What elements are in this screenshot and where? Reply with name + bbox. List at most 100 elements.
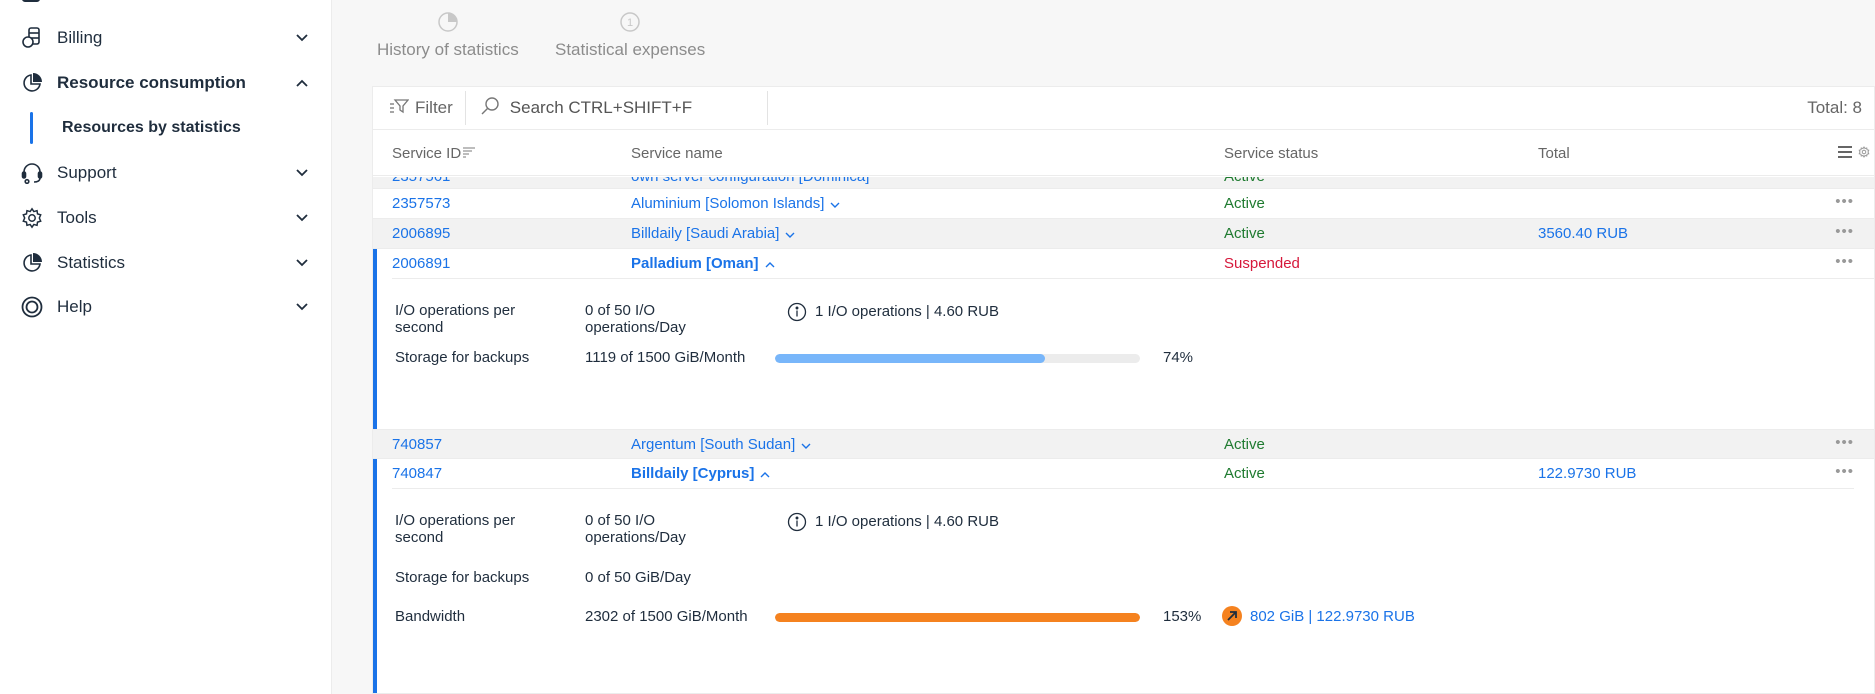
column-label: Service ID — [392, 144, 462, 162]
filter-label: Filter — [415, 98, 453, 117]
column-header-service-status[interactable]: Service status — [1224, 144, 1319, 162]
chevron-down-icon — [294, 255, 310, 271]
detail-value: 1119 of 1500 GiB/Month — [585, 349, 746, 366]
service-name: Aluminium [Solomon Islands] — [631, 195, 840, 212]
collapse-chevron-up-icon[interactable] — [760, 465, 770, 482]
progress-fill — [775, 613, 1140, 622]
service-name-link[interactable]: Billdaily [Saudi Arabia] — [631, 225, 780, 242]
sidebar-item-statistics[interactable]: Statistics — [20, 248, 310, 278]
detail-value: 2302 of 1500 GiB/Month — [585, 608, 748, 625]
tab-label: History of statistics — [377, 40, 519, 59]
sidebar-subitem-label: Resources by statistics — [62, 119, 241, 136]
table-row[interactable]: 2006891 Palladium [Oman] Suspended ••• — [392, 249, 1874, 279]
bandwidth-progress-bar — [775, 613, 1140, 622]
detail-label: I/O operations per second — [395, 302, 516, 336]
chevron-down-icon — [294, 30, 310, 46]
search-box[interactable] — [466, 91, 768, 125]
expand-chevron-down-icon[interactable] — [830, 195, 840, 212]
filter-icon — [389, 98, 410, 118]
row-actions-menu[interactable]: ••• — [1835, 253, 1854, 270]
table-header: Service ID Service name Service status T… — [373, 131, 1874, 176]
sidebar-subitem-resources-by-statistics[interactable]: Resources by statistics — [30, 112, 241, 144]
row-actions-menu[interactable]: ••• — [1835, 223, 1854, 240]
service-id-link[interactable]: 740857 — [392, 435, 443, 453]
tab-statistical-expenses[interactable]: 1 Statistical expenses — [555, 10, 705, 60]
active-indicator — [30, 112, 33, 144]
sidebar-item-help[interactable]: Help — [20, 292, 310, 322]
table-toolbar: Filter Total: 8 — [373, 87, 1874, 130]
total-count: Total: 8 — [1807, 98, 1862, 117]
service-id-link[interactable]: 2006891 — [392, 255, 451, 272]
service-status: Suspended — [1224, 255, 1300, 272]
service-id-link[interactable]: 2006895 — [392, 225, 451, 242]
detail-label: Storage for backups — [395, 349, 530, 366]
sidebar-item-label: Billing — [57, 28, 103, 47]
sidebar-item-resource-consumption[interactable]: Resource consumption — [20, 68, 310, 98]
service-name-link[interactable]: Billdaily [Cyprus] — [631, 465, 755, 482]
service-id-link[interactable]: 740847 — [392, 465, 443, 482]
collapse-chevron-up-icon[interactable] — [765, 255, 775, 272]
storage-progress-bar — [775, 354, 1140, 363]
search-input[interactable] — [509, 98, 760, 118]
columns-menu-icon[interactable] — [1838, 145, 1852, 162]
row-actions-menu[interactable]: ••• — [1835, 434, 1854, 451]
pie-chart-icon — [20, 71, 44, 95]
tab-label: Statistical expenses — [555, 40, 706, 59]
expand-chevron-down-icon[interactable] — [801, 436, 811, 453]
expand-chevron-down-icon[interactable] — [785, 225, 795, 242]
detail-value: 0 of 50 GiB/Day — [585, 569, 691, 586]
overage-arrow-icon — [1222, 606, 1242, 626]
detail-label: Storage for backups — [395, 569, 530, 586]
service-name-link[interactable]: own server configuration [Dominica] — [631, 177, 869, 185]
chevron-up-icon — [294, 75, 310, 91]
table-row[interactable]: 2357561 own server configuration [Domini… — [373, 177, 1874, 189]
detail-note: 1 I/O operations | 4.60 RUB — [787, 512, 999, 532]
service-id-link[interactable]: 2357573 — [392, 195, 451, 212]
detail-label: I/O operations per second — [395, 512, 516, 546]
service-name-link[interactable]: Argentum [South Sudan] — [631, 435, 796, 453]
service-total-link[interactable]: 122.9730 RUB — [1538, 465, 1637, 482]
row-actions-menu[interactable]: ••• — [1835, 193, 1854, 210]
settings-gear-icon[interactable] — [1858, 145, 1870, 162]
table-row[interactable]: 740857 Argentum [South Sudan] Active ••• — [373, 429, 1874, 459]
detail-note-text: 1 I/O operations | 4.60 RUB — [815, 302, 999, 320]
chevron-down-icon — [294, 299, 310, 315]
sidebar-item-billing[interactable]: Billing — [20, 23, 310, 53]
service-status: Active — [1224, 177, 1265, 185]
expanded-row-palladium: 2006891 Palladium [Oman] Suspended ••• I… — [373, 249, 1874, 429]
info-icon — [787, 512, 807, 532]
column-header-service-id[interactable]: Service ID — [392, 144, 476, 162]
progress-percent: 74% — [1163, 349, 1194, 366]
service-total-link[interactable]: 3560.40 RUB — [1538, 225, 1629, 242]
pie-chart-icon — [437, 10, 459, 34]
sidebar-item-label: Help — [57, 297, 92, 316]
table-row[interactable]: 740847 Billdaily [Cyprus] Active 122.973… — [392, 459, 1854, 489]
service-status: Active — [1224, 465, 1265, 482]
filter-button[interactable]: Filter — [373, 91, 466, 125]
service-name-link[interactable]: Palladium [Oman] — [631, 255, 759, 272]
chevron-down-icon — [294, 165, 310, 181]
sidebar-item-tools[interactable]: Tools — [20, 203, 310, 233]
row-actions-menu[interactable]: ••• — [1835, 463, 1854, 480]
sidebar-item-label: Tools — [57, 208, 97, 227]
service-id-link[interactable]: 2357561 — [392, 177, 450, 185]
sidebar-item-label: Resource consumption — [57, 73, 246, 92]
column-header-service-name[interactable]: Service name — [631, 144, 723, 162]
overage-note: 802 GiB | 122.9730 RUB — [1222, 606, 1415, 626]
detail-note-text: 1 I/O operations | 4.60 RUB — [815, 512, 999, 530]
table-row[interactable]: 2006895 Billdaily [Saudi Arabia] Active … — [373, 219, 1874, 249]
service-status: Active — [1224, 225, 1265, 242]
search-icon — [480, 96, 500, 120]
service-name: Palladium [Oman] — [631, 255, 775, 272]
sort-icon[interactable] — [463, 145, 476, 162]
tab-history-of-statistics[interactable]: History of statistics — [377, 10, 519, 60]
column-header-total[interactable]: Total — [1538, 144, 1570, 162]
pie-chart-icon — [20, 251, 44, 275]
overage-link[interactable]: 802 GiB | 122.9730 RUB — [1250, 607, 1415, 625]
table-row[interactable]: 2357573 Aluminium [Solomon Islands] Acti… — [373, 189, 1874, 219]
detail-label: Bandwidth — [395, 608, 466, 625]
service-status: Active — [1224, 195, 1265, 212]
sidebar-item-support[interactable]: Support — [20, 158, 310, 188]
service-name-link[interactable]: Aluminium [Solomon Islands] — [631, 195, 825, 212]
progress-percent: 153% — [1163, 608, 1202, 625]
